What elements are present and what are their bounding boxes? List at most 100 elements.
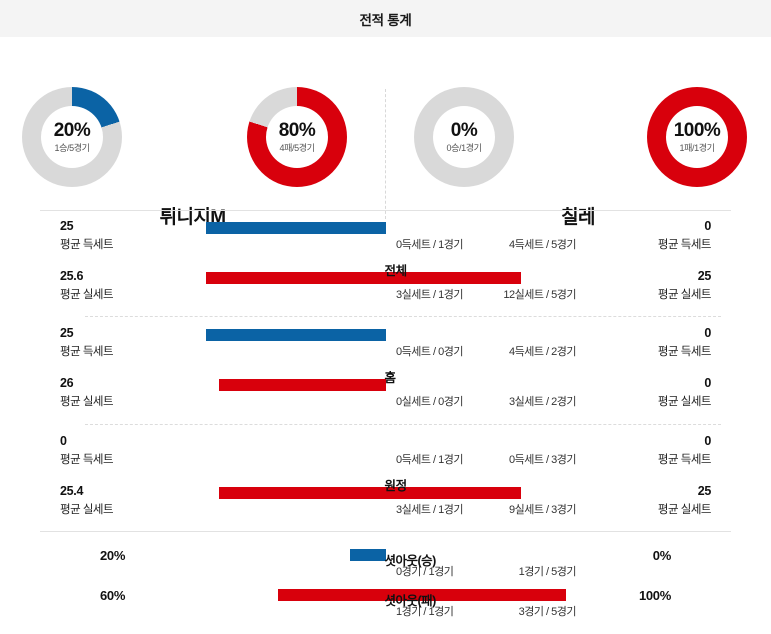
section-label: 원정 [384, 479, 408, 493]
panel-header: 전적 통계 [0, 0, 771, 37]
left-caption: 4득세트 / 2경기 [508, 346, 577, 358]
donut-ring: 20% 1승/5경기 [22, 87, 122, 187]
divider-top [40, 210, 731, 211]
left-percent: 20% [100, 548, 126, 563]
bar-track-left [206, 549, 386, 561]
left-percent: 60% [100, 588, 126, 603]
bar-fill-right [386, 487, 521, 499]
donut-summary-row: 20% 1승/5경기 80% 4패/5경기 0% 0승/1경기 [0, 37, 771, 228]
section-label: 전체 [384, 264, 408, 278]
left-label: 평균 득세트 [60, 239, 114, 251]
bar-track-right [386, 487, 566, 499]
right-label: 평균 실세트 [657, 396, 712, 408]
bar-track-left [206, 589, 386, 601]
donut-percent: 80% [278, 120, 316, 141]
bar-fill-left [278, 589, 386, 601]
left-value: 25 [60, 219, 74, 233]
bar-fill-left [350, 549, 386, 561]
shutout-label-win: 셧아웃(승) [384, 554, 437, 568]
right-label: 평균 득세트 [657, 454, 712, 466]
donut-center: 80% 4패/5경기 [266, 106, 328, 168]
donut-center: 20% 1승/5경기 [41, 106, 103, 168]
donut-left-win: 20% 1승/5경기 [22, 87, 122, 187]
left-caption: 0득세트 / 3경기 [508, 454, 577, 466]
donut-percent: 20% [53, 120, 91, 141]
bar-track-right [386, 329, 566, 341]
left-caption: 12실세트 / 5경기 [503, 289, 576, 301]
right-caption: 3실세트 / 1경기 [396, 289, 464, 301]
donut-ring: 80% 4패/5경기 [247, 87, 347, 187]
donut-right-loss: 100% 1패/1경기 [647, 87, 747, 187]
left-value: 26 [60, 376, 74, 390]
left-caption: 9실세트 / 3경기 [508, 504, 577, 516]
left-caption: 3실세트 / 2경기 [508, 396, 577, 408]
right-caption: 0득세트 / 1경기 [396, 454, 464, 466]
right-caption: 1경기 / 1경기 [396, 606, 454, 618]
bar-track-left [206, 487, 386, 499]
left-label: 평균 득세트 [60, 346, 114, 358]
left-caption: 4득세트 / 5경기 [508, 239, 577, 251]
right-caption: 0경기 / 1경기 [396, 566, 454, 578]
stat-section-home: 25 평균 득세트 4득세트 / 2경기 0득세트 / 0경기 0 평균 득세트… [0, 325, 771, 425]
bar-fill-left [206, 272, 386, 284]
bar-fill-left [218, 487, 386, 499]
left-label: 평균 실세트 [60, 396, 114, 408]
bar-fill-left [218, 379, 386, 391]
stat-row-sets-lost: 26 평균 실세트 3실세트 / 2경기 0실세트 / 0경기 0 평균 실세트 [0, 375, 771, 425]
shutout-row-win: 20% 1경기 / 5경기 0경기 / 1경기 0% 셧아웃(승) [0, 545, 771, 585]
team-name-right: 칠레 [561, 207, 595, 228]
donut-ring: 100% 1패/1경기 [647, 87, 747, 187]
bar-track-right [386, 589, 566, 601]
section-label: 홈 [384, 371, 397, 385]
left-caption: 3경기 / 5경기 [518, 606, 577, 618]
bar-fill-left [206, 222, 386, 234]
left-label: 평균 득세트 [60, 454, 114, 466]
vertical-divider [385, 89, 386, 219]
bar-fill-right [386, 589, 566, 601]
right-caption: 0실세트 / 0경기 [396, 396, 464, 408]
donut-center: 0% 0승/1경기 [433, 106, 495, 168]
divider-section-2 [85, 424, 721, 425]
donut-subtext: 1패/1경기 [679, 143, 715, 153]
right-label: 평균 득세트 [657, 346, 712, 358]
right-label: 평균 실세트 [657, 289, 712, 301]
stat-row-sets-lost: 25.4 평균 실세트 9실세트 / 3경기 3실세트 / 1경기 25 평균 … [0, 483, 771, 533]
stat-row-sets-won: 0 평균 득세트 0득세트 / 3경기 0득세트 / 1경기 0 평균 득세트 [0, 433, 771, 483]
bar-track-left [206, 379, 386, 391]
shutout-label-loss: 셧아웃(패) [384, 594, 437, 608]
right-percent: 100% [638, 588, 671, 603]
donut-subtext: 4패/5경기 [279, 143, 315, 153]
donut-subtext: 0승/1경기 [446, 143, 482, 153]
shutout-row-loss: 60% 3경기 / 5경기 1경기 / 1경기 100% 셧아웃(패) [0, 585, 771, 625]
left-value: 25.6 [60, 269, 84, 283]
left-label: 평균 실세트 [60, 504, 114, 516]
stat-row-sets-won: 25 평균 득세트 4득세트 / 5경기 0득세트 / 1경기 0 평균 득세트 [0, 218, 771, 268]
bar-fill-right [386, 272, 521, 284]
bar-track-right [386, 272, 566, 284]
right-value: 25 [697, 484, 712, 498]
right-percent: 0% [652, 548, 672, 563]
divider-section-1 [85, 316, 721, 317]
bar-track-right [386, 222, 566, 234]
bar-track-left [206, 272, 386, 284]
divider-bottom [40, 531, 731, 532]
right-caption: 3실세트 / 1경기 [396, 504, 464, 516]
right-value: 25 [697, 269, 712, 283]
donut-ring: 0% 0승/1경기 [414, 87, 514, 187]
stat-section-away: 0 평균 득세트 0득세트 / 3경기 0득세트 / 1경기 0 평균 득세트 … [0, 433, 771, 533]
left-value: 25 [60, 326, 74, 340]
left-caption: 1경기 / 5경기 [518, 566, 577, 578]
donut-left-loss: 80% 4패/5경기 [247, 87, 347, 187]
right-label: 평균 실세트 [657, 504, 712, 516]
right-value: 0 [704, 434, 711, 448]
right-value: 0 [704, 376, 711, 390]
stat-row-sets-won: 25 평균 득세트 4득세트 / 2경기 0득세트 / 0경기 0 평균 득세트 [0, 325, 771, 375]
left-value: 25.4 [60, 484, 84, 498]
right-caption: 0득세트 / 1경기 [396, 239, 464, 251]
left-value: 0 [60, 434, 67, 448]
page-title: 전적 통계 [359, 12, 412, 28]
bar-track-left [206, 222, 386, 234]
right-label: 평균 득세트 [657, 239, 712, 251]
donut-subtext: 1승/5경기 [54, 143, 90, 153]
